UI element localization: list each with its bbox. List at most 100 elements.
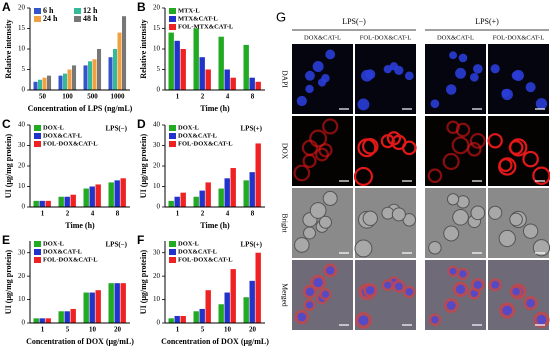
bar [180, 192, 186, 207]
dox-signal [361, 138, 379, 155]
y-axis-label: UI (μg/mg protein) [4, 133, 13, 198]
nucleus [491, 280, 500, 289]
legend-label: 48 h [83, 14, 98, 23]
dox-signal [451, 136, 470, 155]
x-tick-label: 2 [201, 93, 205, 101]
legend-swatch [169, 24, 176, 30]
dox-signal [427, 168, 443, 184]
nucleus [405, 288, 414, 296]
nucleus [458, 53, 468, 63]
y-tick-label: 0 [157, 86, 161, 94]
nucleus [535, 98, 548, 110]
dox-signal [498, 157, 517, 176]
x-tick-label: 100 [62, 93, 73, 101]
bar [97, 49, 102, 90]
y-tick-label: 15 [18, 24, 26, 32]
bar [255, 252, 261, 323]
bar [39, 318, 45, 323]
cell [391, 207, 406, 222]
nucleus [459, 270, 467, 278]
legend-label: 6 h [43, 6, 54, 15]
dox-signal [487, 133, 503, 149]
legend-label: DOX-L [43, 240, 65, 247]
dox-signal [309, 129, 328, 148]
nucleus [449, 51, 458, 60]
bar [33, 200, 39, 207]
bar [64, 196, 70, 207]
panel-label: A [2, 0, 11, 14]
y-tick-label: 20 [18, 162, 26, 170]
cell [428, 241, 442, 255]
panel-label: F [137, 233, 144, 247]
y-tick-label: 10 [153, 295, 161, 303]
bar [45, 318, 51, 323]
legend-label: 12 h [83, 6, 98, 15]
nucleus [511, 71, 521, 80]
nucleus [526, 298, 535, 308]
nucleus [469, 72, 479, 82]
y-tick-label: 20 [153, 272, 161, 280]
bar [249, 77, 255, 90]
y-tick-label: 0 [157, 319, 161, 327]
panel-label: C [2, 117, 11, 131]
dox-signal [391, 134, 407, 151]
bar [193, 28, 199, 90]
bar [199, 190, 205, 207]
legend-title: LPS(−) [106, 125, 128, 133]
bar [33, 318, 39, 323]
micrograph [488, 116, 549, 186]
bar [205, 69, 211, 90]
x-tick-label: 8 [251, 210, 255, 218]
bar [168, 200, 174, 207]
bar [72, 65, 77, 90]
y-tick-label: 10 [18, 45, 26, 53]
bar [255, 81, 261, 90]
dox-signal [322, 118, 339, 135]
nucleus [326, 266, 335, 275]
x-tick-label: 5 [201, 326, 205, 334]
y-tick-label: 30 [153, 141, 161, 149]
cell [446, 193, 460, 206]
nucleus [431, 315, 439, 324]
x-tick-label: 1 [41, 326, 45, 334]
condition-label: LPS(+) [475, 17, 499, 26]
bar [218, 188, 224, 207]
nucleus [321, 74, 330, 83]
bar [224, 292, 230, 323]
legend-label: FOL-MTX&CAT-L [178, 23, 234, 30]
y-tick-label: 5 [157, 65, 161, 73]
bar [218, 304, 224, 323]
bar [255, 143, 261, 207]
y-tick-label: 30 [18, 248, 26, 256]
bar [39, 200, 45, 207]
bar [83, 292, 89, 323]
y-tick-label: 10 [18, 295, 26, 303]
legend-swatch [34, 125, 41, 131]
legend-swatch [169, 125, 176, 131]
bar [95, 184, 101, 207]
cell [309, 202, 327, 219]
legend-swatch [34, 16, 41, 22]
bar [174, 315, 180, 323]
y-tick-label: 5 [22, 65, 26, 73]
nucleus [525, 82, 536, 93]
y-axis-label: UI (μg/mg protein) [139, 249, 148, 314]
x-axis-label: Concentration of LPS (ng/mL) [28, 104, 133, 113]
bar [218, 36, 224, 90]
legend-title: LPS(+) [241, 125, 263, 133]
nucleus [501, 88, 513, 101]
cell [294, 237, 310, 253]
cell [488, 205, 503, 220]
bar [114, 283, 120, 323]
legend-swatch [74, 8, 81, 14]
legend-swatch [34, 241, 41, 247]
nucleus [502, 305, 513, 316]
nucleus [449, 267, 457, 275]
bar [120, 178, 126, 207]
cell [362, 210, 378, 226]
nucleus [365, 286, 375, 295]
x-tick-label: 8 [251, 93, 255, 101]
nucleus [383, 64, 392, 74]
x-axis-label: Time (h) [65, 221, 95, 230]
